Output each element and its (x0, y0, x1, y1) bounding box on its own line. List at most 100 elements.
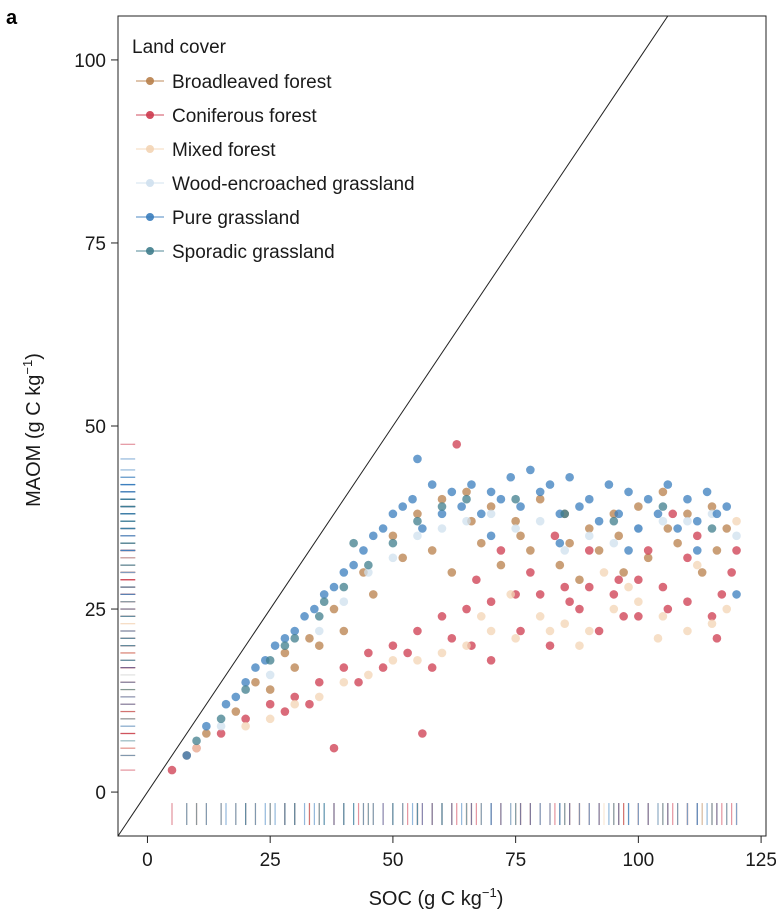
data-point (545, 626, 555, 636)
data-point (462, 487, 471, 497)
data-point (560, 582, 570, 592)
data-point (476, 509, 486, 519)
data-point (555, 538, 565, 548)
data-point (290, 634, 300, 643)
data-point (305, 634, 314, 643)
data-point (339, 677, 349, 687)
data-point (683, 494, 692, 504)
plot-area: 0 25 50 75 100 125 0 25 50 75 100 (74, 15, 776, 871)
data-point (202, 721, 211, 731)
data-point (437, 612, 447, 621)
data-point (290, 699, 300, 709)
data-point (683, 516, 692, 526)
legend-label: Mixed forest (172, 140, 276, 161)
data-point (496, 494, 506, 504)
legend-label: Wood-encroached grassland (172, 174, 415, 195)
data-point (265, 655, 275, 665)
data-point (413, 655, 422, 665)
data-point (496, 560, 506, 570)
plot-inner (118, 16, 741, 836)
data-point (575, 641, 584, 650)
data-point (663, 604, 673, 614)
legend-marker (146, 145, 154, 153)
data-point (368, 531, 378, 541)
data-point (476, 538, 486, 548)
data-point (314, 626, 324, 636)
data-point (388, 655, 398, 665)
data-point (732, 546, 741, 555)
series-2 (192, 516, 741, 753)
data-point (658, 487, 668, 497)
data-point (560, 509, 570, 519)
data-point (182, 751, 192, 760)
data-point (427, 480, 437, 489)
data-point (339, 663, 349, 672)
data-point (452, 440, 462, 449)
data-point (732, 590, 741, 599)
data-point (192, 743, 201, 753)
data-point (427, 663, 437, 672)
data-point (280, 634, 290, 643)
series-3 (216, 509, 741, 731)
data-point (314, 612, 324, 621)
data-point (216, 721, 226, 731)
legend-marker (146, 77, 154, 85)
data-point (653, 509, 663, 519)
data-point (658, 502, 668, 511)
data-point (290, 692, 300, 702)
data-point (339, 597, 349, 607)
data-point (732, 516, 741, 526)
data-point (643, 553, 653, 563)
data-point (280, 648, 290, 658)
data-point (364, 648, 373, 658)
data-point (594, 546, 604, 555)
data-point (378, 524, 388, 533)
data-point (619, 612, 628, 621)
data-point (619, 568, 628, 577)
data-point (584, 524, 594, 533)
y-tick-label: 75 (85, 234, 106, 255)
data-point (413, 509, 422, 519)
data-point (349, 560, 358, 570)
data-point (604, 480, 614, 489)
one-to-one-line (118, 16, 669, 836)
data-point (437, 524, 447, 533)
data-point (511, 516, 520, 526)
data-point (692, 560, 702, 570)
data-point (692, 546, 702, 555)
x-rug (171, 803, 738, 826)
data-point (476, 612, 486, 621)
data-point (565, 472, 574, 482)
data-point (265, 714, 275, 724)
data-point (241, 721, 250, 731)
data-point (265, 670, 275, 680)
data-point (290, 626, 300, 636)
data-point (251, 663, 260, 672)
data-point (717, 590, 727, 599)
data-point (692, 531, 702, 541)
data-point (413, 516, 422, 526)
data-point (697, 568, 707, 577)
data-point (403, 648, 412, 658)
data-point (486, 597, 496, 607)
data-point (722, 502, 732, 511)
data-point (702, 487, 712, 497)
data-point (673, 524, 682, 533)
data-point (462, 494, 471, 504)
data-point (496, 546, 506, 555)
data-point (599, 568, 609, 577)
y-tick-label: 100 (74, 51, 106, 72)
data-point (560, 619, 570, 628)
data-point (643, 494, 653, 504)
data-point (511, 494, 520, 504)
data-point (418, 524, 427, 533)
data-point (545, 641, 555, 650)
data-point (584, 494, 594, 504)
data-point (584, 626, 594, 636)
data-point (511, 634, 520, 643)
data-point (722, 524, 732, 533)
data-point (535, 612, 545, 621)
y-tick-label: 25 (85, 600, 106, 621)
data-point (368, 590, 378, 599)
